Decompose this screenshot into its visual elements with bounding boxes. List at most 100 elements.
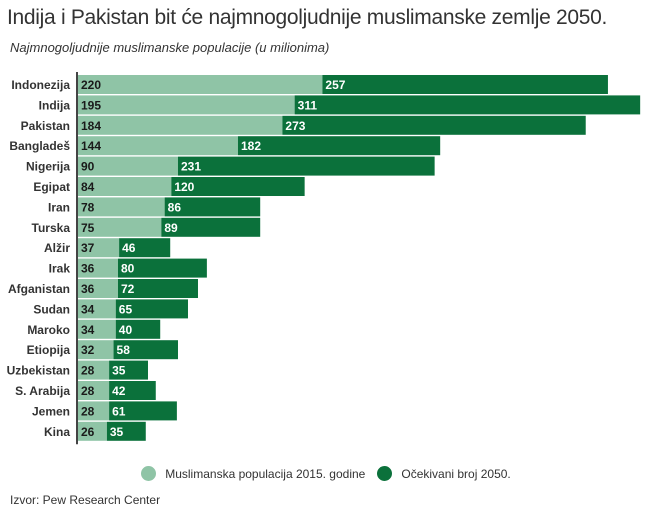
- category-label: Egipat: [33, 180, 70, 194]
- data-label-2050: 231: [181, 160, 201, 174]
- data-label-2015: 36: [81, 282, 95, 296]
- bar-2050: [282, 115, 586, 135]
- data-label-2015: 26: [81, 425, 95, 439]
- bar-2050: [109, 360, 148, 380]
- bar-2050: [171, 177, 305, 196]
- data-label-2050: 46: [122, 241, 136, 255]
- bar-2015: [78, 197, 165, 217]
- legend-item-2015: Muslimanska populacija 2015. godine: [141, 466, 365, 481]
- category-label: Nigerija: [26, 160, 70, 174]
- data-label-2050: 42: [112, 384, 126, 398]
- data-label-2050: 311: [298, 98, 318, 112]
- bar-2015: [78, 217, 162, 237]
- source-note: Izvor: Pew Research Center: [10, 493, 161, 507]
- data-label-2015: 90: [81, 160, 95, 174]
- data-label-2050: 273: [285, 119, 305, 133]
- bar-2015: [78, 299, 116, 319]
- bar-2050: [322, 75, 608, 94]
- legend-swatch-2015: [141, 466, 157, 481]
- chart-title: Indija i Pakistan bit će najmnogoljudnij…: [7, 6, 608, 29]
- bar-2050: [161, 217, 261, 237]
- category-label: Irak: [49, 262, 71, 276]
- bar-2015: [78, 381, 110, 400]
- bar-2015: [78, 401, 110, 421]
- data-label-2015: 84: [81, 180, 95, 194]
- data-label-2050: 257: [325, 78, 345, 92]
- data-label-2050: 35: [112, 364, 126, 378]
- bar-2015: [78, 238, 120, 258]
- category-label: Sudan: [33, 302, 70, 316]
- bar-2050: [115, 319, 161, 339]
- data-label-2015: 36: [81, 262, 95, 276]
- bar-2050: [117, 279, 198, 298]
- data-label-2050: 61: [112, 404, 126, 418]
- data-label-2015: 184: [81, 119, 101, 133]
- legend: Muslimanska populacija 2015. godine Oček…: [0, 466, 652, 481]
- data-label-2050: 182: [241, 139, 261, 153]
- bar-2050: [119, 238, 171, 258]
- bar-2015: [78, 136, 238, 156]
- data-label-2015: 75: [81, 221, 95, 235]
- data-label-2015: 220: [81, 78, 101, 92]
- bar-2015: [78, 115, 283, 135]
- bar-2050: [237, 136, 441, 156]
- chart-subtitle: Najmnogoljudnije muslimanske populacije …: [10, 40, 330, 55]
- legend-swatch-2050: [377, 466, 393, 481]
- category-label: Alžir: [44, 241, 70, 255]
- bar-2015: [78, 279, 118, 298]
- bar-2050: [177, 156, 435, 176]
- data-label-2015: 28: [81, 364, 95, 378]
- category-label: Bangladeš: [9, 139, 70, 153]
- bar-2050: [106, 421, 146, 441]
- data-label-2050: 58: [117, 343, 131, 357]
- category-label: S. Arabija: [15, 384, 70, 398]
- data-label-2050: 80: [121, 262, 135, 276]
- data-label-2050: 120: [174, 180, 194, 194]
- bar-2015: [78, 421, 107, 441]
- bar-2050: [164, 197, 261, 217]
- data-label-2015: 28: [81, 404, 95, 418]
- data-label-2015: 195: [81, 98, 101, 112]
- bar-2050: [115, 299, 188, 319]
- category-label: Indonezija: [11, 78, 70, 92]
- bar-2015: [78, 340, 114, 360]
- data-label-2050: 72: [121, 282, 135, 296]
- bar-2015: [78, 156, 178, 176]
- data-label-2050: 89: [164, 221, 178, 235]
- data-label-2015: 37: [81, 241, 95, 255]
- category-label: Jemen: [32, 404, 70, 418]
- data-label-2015: 32: [81, 343, 95, 357]
- category-label: Uzbekistan: [7, 364, 70, 378]
- data-label-2015: 78: [81, 200, 95, 214]
- category-label: Indija: [39, 98, 71, 112]
- data-label-2015: 34: [81, 323, 95, 337]
- legend-label-2050: Očekivani broj 2050.: [401, 466, 511, 481]
- category-label: Iran: [48, 200, 70, 214]
- bar-2015: [78, 95, 295, 115]
- data-label-2015: 144: [81, 139, 101, 153]
- data-label-2015: 34: [81, 302, 95, 316]
- bar-2050: [294, 95, 641, 115]
- data-label-2050: 35: [110, 425, 124, 439]
- data-label-2050: 86: [168, 200, 182, 214]
- category-label: Pakistan: [21, 119, 70, 133]
- bar-2050: [109, 381, 156, 400]
- bar-2050: [113, 340, 178, 360]
- data-label-2015: 28: [81, 384, 95, 398]
- category-label: Turska: [32, 221, 71, 235]
- category-label: Etiopija: [27, 343, 71, 357]
- category-label: Afganistan: [8, 282, 70, 296]
- category-label: Kina: [44, 425, 70, 439]
- category-label: Maroko: [27, 323, 70, 337]
- data-label-2050: 40: [119, 323, 133, 337]
- bar-2050: [117, 258, 207, 278]
- legend-item-2050: Očekivani broj 2050.: [377, 466, 511, 481]
- data-label-2050: 65: [119, 302, 133, 316]
- bar-2015: [78, 177, 172, 196]
- bar-2015: [78, 319, 116, 339]
- bar-2015: [78, 75, 323, 94]
- bar-chart: Indonezija 220 257 Indija 195 311 Pakistan 184 2…: [7, 72, 641, 445]
- legend-label-2015: Muslimanska populacija 2015. godine: [165, 466, 366, 481]
- bar-2015: [78, 360, 110, 380]
- bar-2015: [78, 258, 118, 278]
